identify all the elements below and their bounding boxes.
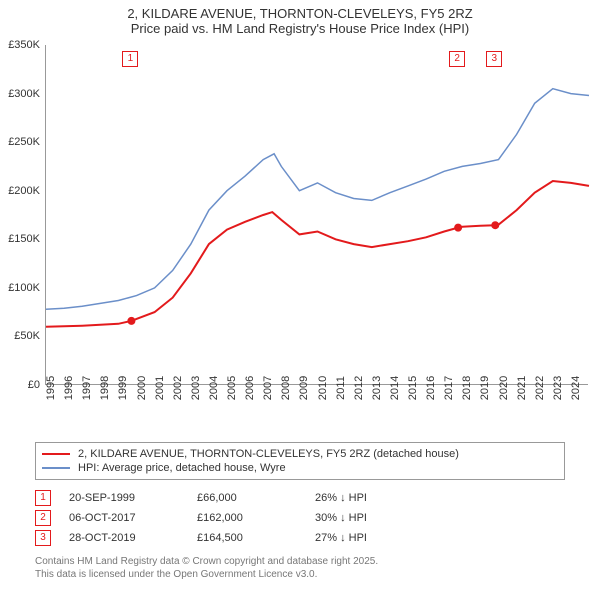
x-tick-label: 2004 [208,376,220,400]
sale-marker-icon: 2 [35,510,51,526]
y-tick-label: £350K [8,39,40,51]
x-tick-label: 2023 [552,376,564,400]
sale-dot [491,221,499,229]
sales-table: 1 20-SEP-1999 £66,000 26% ↓ HPI 2 06-OCT… [35,488,565,548]
x-tick-label: 2011 [335,376,347,400]
legend-label: HPI: Average price, detached house, Wyre [78,462,286,474]
footer: Contains HM Land Registry data © Crown c… [35,555,575,581]
sale-hpi-delta: 27% ↓ HPI [315,532,435,544]
y-tick-label: £150K [8,233,40,245]
table-row: 3 28-OCT-2019 £164,500 27% ↓ HPI [35,528,565,548]
chart-svg [46,45,588,384]
legend: 2, KILDARE AVENUE, THORNTON-CLEVELEYS, F… [35,442,565,480]
series-hpi [46,89,589,310]
legend-swatch [42,453,70,455]
chart-area: £0£50K£100K£150K£200K£250K£300K£350K1995… [45,45,588,385]
sale-dot [127,317,135,325]
legend-swatch [42,467,70,469]
y-tick-label: £0 [28,379,40,391]
y-tick-label: £200K [8,185,40,197]
sale-marker-box: 1 [122,51,138,67]
footer-line2: This data is licensed under the Open Gov… [35,568,575,581]
sale-marker-box: 3 [486,51,502,67]
x-tick-label: 2018 [461,376,473,400]
title-block: 2, KILDARE AVENUE, THORNTON-CLEVELEYS, F… [0,0,600,40]
sale-hpi-delta: 30% ↓ HPI [315,512,435,524]
legend-item: HPI: Average price, detached house, Wyre [42,461,558,475]
x-tick-label: 1996 [63,376,75,400]
chart-container: 2, KILDARE AVENUE, THORNTON-CLEVELEYS, F… [0,0,600,590]
x-tick-label: 2000 [136,376,148,400]
x-tick-label: 2021 [516,376,528,400]
series-price_paid [46,181,589,327]
sale-dot [454,224,462,232]
legend-item: 2, KILDARE AVENUE, THORNTON-CLEVELEYS, F… [42,447,558,461]
title-line1: 2, KILDARE AVENUE, THORNTON-CLEVELEYS, F… [10,6,590,21]
sale-date: 20-SEP-1999 [69,492,179,504]
x-tick-label: 2022 [534,376,546,400]
sale-hpi-delta: 26% ↓ HPI [315,492,435,504]
sale-date: 28-OCT-2019 [69,532,179,544]
x-tick-label: 2009 [298,376,310,400]
legend-label: 2, KILDARE AVENUE, THORNTON-CLEVELEYS, F… [78,448,459,460]
x-tick-label: 2017 [443,376,455,400]
x-tick-label: 1998 [99,376,111,400]
x-tick-label: 2019 [479,376,491,400]
y-tick-label: £250K [8,136,40,148]
sale-marker-icon: 3 [35,530,51,546]
sale-price: £164,500 [197,532,297,544]
x-tick-label: 2016 [425,376,437,400]
plot-region [45,45,588,385]
x-tick-label: 2008 [280,376,292,400]
title-line2: Price paid vs. HM Land Registry's House … [10,21,590,36]
sale-marker-icon: 1 [35,490,51,506]
x-tick-label: 2003 [190,376,202,400]
x-tick-label: 2024 [570,376,582,400]
x-tick-label: 2014 [389,376,401,400]
x-tick-label: 2006 [244,376,256,400]
footer-line1: Contains HM Land Registry data © Crown c… [35,555,575,568]
x-tick-label: 2012 [353,376,365,400]
table-row: 2 06-OCT-2017 £162,000 30% ↓ HPI [35,508,565,528]
x-tick-label: 1997 [81,376,93,400]
x-tick-label: 2013 [371,376,383,400]
y-tick-label: £100K [8,282,40,294]
table-row: 1 20-SEP-1999 £66,000 26% ↓ HPI [35,488,565,508]
sale-date: 06-OCT-2017 [69,512,179,524]
sale-price: £66,000 [197,492,297,504]
x-tick-label: 1995 [45,376,57,400]
y-tick-label: £50K [14,330,40,342]
x-tick-label: 2015 [407,376,419,400]
x-tick-label: 2010 [317,376,329,400]
x-tick-label: 2007 [262,376,274,400]
sale-price: £162,000 [197,512,297,524]
x-tick-label: 2002 [172,376,184,400]
x-tick-label: 2005 [226,376,238,400]
y-tick-label: £300K [8,88,40,100]
sale-marker-box: 2 [449,51,465,67]
x-tick-label: 1999 [117,376,129,400]
x-tick-label: 2020 [498,376,510,400]
x-tick-label: 2001 [154,376,166,400]
